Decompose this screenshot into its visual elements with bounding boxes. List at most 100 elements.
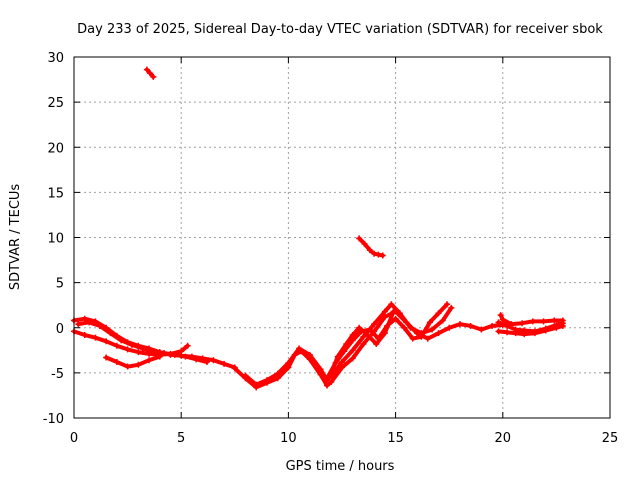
series-track-j (495, 322, 566, 338)
data-point (435, 310, 442, 317)
data-point (263, 377, 270, 384)
data-point (210, 357, 217, 364)
data-point (339, 359, 345, 366)
data-point (478, 326, 485, 333)
y-tick-label: -5 (51, 367, 64, 382)
data-point (409, 335, 416, 342)
data-point (150, 73, 157, 80)
series-track-c (75, 319, 210, 366)
data-point (371, 250, 378, 257)
y-tick-label: 10 (47, 232, 64, 247)
series-track-k (497, 312, 566, 328)
data-point (81, 315, 88, 322)
data-point (559, 317, 566, 324)
data-point (529, 318, 536, 325)
data-point (96, 322, 103, 329)
data-point (334, 353, 341, 360)
data-point (143, 66, 150, 73)
data-point (182, 353, 189, 360)
data-point (439, 317, 446, 324)
data-point (184, 342, 191, 349)
series-track-f (242, 301, 455, 388)
data-point (495, 328, 502, 335)
data-point (274, 370, 281, 377)
data-point (551, 317, 558, 324)
x-tick-label: 20 (495, 431, 512, 446)
data-point (396, 310, 403, 317)
data-point (103, 354, 110, 361)
data-point (107, 330, 114, 337)
grid-lines (74, 57, 610, 418)
data-point (497, 312, 504, 319)
series-track-h (328, 308, 397, 376)
data-point (81, 331, 88, 338)
data-point (118, 337, 125, 344)
data-point (390, 308, 397, 315)
data-point (375, 251, 382, 258)
data-point (444, 301, 451, 308)
data-point (424, 335, 431, 342)
data-point (489, 322, 496, 329)
data-point (360, 333, 367, 340)
data-point (161, 350, 168, 357)
data-point (285, 359, 292, 366)
data-point (519, 320, 526, 327)
series-trace (232, 309, 505, 390)
data-point (521, 331, 528, 338)
data-point (508, 321, 515, 328)
chart-title: Day 233 of 2025, Sidereal Day-to-day VTE… (77, 22, 603, 37)
data-point (446, 324, 453, 331)
data-point (467, 322, 474, 329)
data-series (71, 66, 566, 391)
data-point (388, 301, 395, 308)
data-point (401, 324, 408, 331)
data-point (364, 331, 371, 338)
data-point (356, 235, 363, 242)
data-point (366, 247, 373, 254)
x-tick-label: 0 (70, 431, 78, 446)
y-tick-label: 30 (47, 51, 64, 66)
data-point (139, 345, 146, 352)
data-point (426, 319, 433, 326)
data-point (392, 315, 399, 322)
data-point (349, 331, 356, 338)
x-axis-label: GPS time / hours (286, 459, 395, 474)
data-point (381, 308, 388, 315)
data-point (146, 357, 153, 364)
data-point (92, 334, 99, 341)
data-point (371, 321, 378, 328)
data-point (231, 365, 238, 372)
data-point (343, 340, 350, 347)
data-point (407, 324, 414, 331)
data-point (156, 353, 163, 360)
data-point (499, 316, 506, 323)
series-track-d (103, 353, 163, 370)
data-point (495, 319, 502, 326)
y-axis-label: SDTVAR / TECUs (8, 184, 23, 291)
y-tick-label: 0 (56, 322, 64, 337)
data-point (429, 326, 436, 333)
data-point (448, 304, 455, 311)
data-point (361, 240, 368, 247)
y-tick-label: 15 (47, 186, 64, 201)
data-point (221, 360, 228, 367)
data-point (86, 319, 93, 326)
data-point (323, 382, 330, 389)
data-point (349, 347, 356, 354)
data-point (381, 330, 388, 337)
data-point (124, 346, 131, 353)
series-outlier-mid (356, 235, 386, 259)
data-point (553, 324, 560, 331)
data-point (193, 356, 200, 363)
data-point (135, 361, 142, 368)
data-point (124, 363, 131, 370)
data-point (366, 326, 373, 333)
data-point (147, 70, 154, 77)
data-point (306, 351, 313, 358)
data-point (323, 375, 330, 382)
series-outlier-high (143, 66, 157, 80)
y-tick-label: 20 (47, 141, 64, 156)
data-point (328, 378, 335, 385)
x-tick-labels: 0 5 10 15 20 25 (70, 431, 618, 446)
